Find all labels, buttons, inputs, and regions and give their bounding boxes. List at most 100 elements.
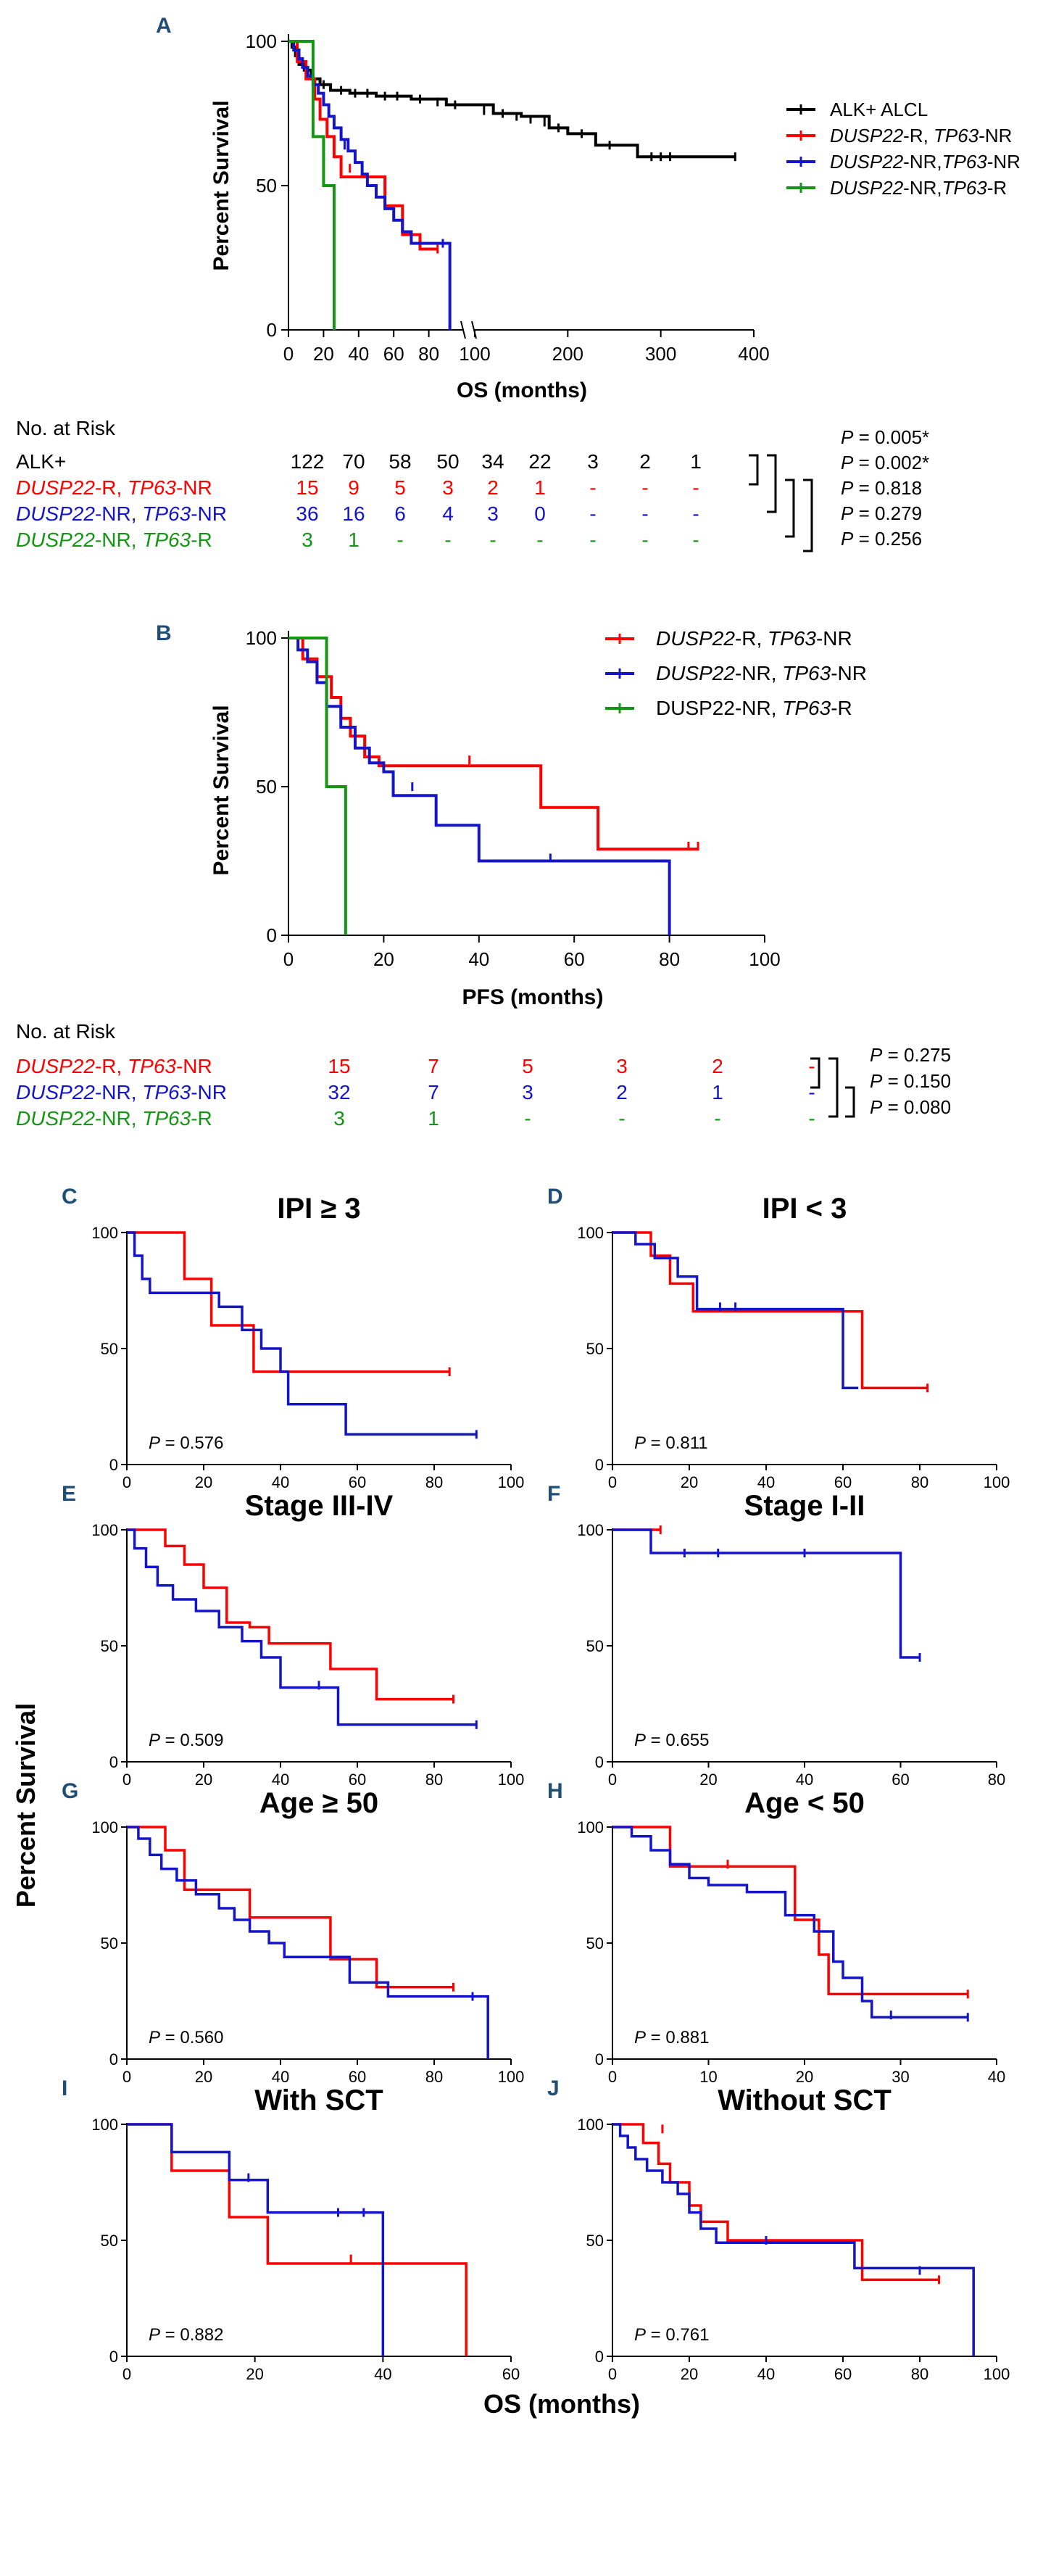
- risk-value: -: [444, 529, 451, 551]
- risk-value: -: [536, 529, 543, 551]
- risk-row-label: DUSP22-R, TP63-NR: [16, 1055, 212, 1077]
- label-part: -R,: [903, 125, 934, 146]
- p-value: P = 0.761: [634, 2325, 709, 2345]
- panel-letter: G: [62, 1779, 78, 1803]
- y-tick-label: 50: [586, 1340, 604, 1358]
- risk-value: 2: [616, 1081, 628, 1103]
- risk-value: 1: [348, 529, 360, 551]
- y-tick-label: 50: [256, 776, 277, 798]
- risk-value: 58: [388, 450, 411, 473]
- km-curve: [612, 1231, 859, 1390]
- p-value: P = 0.275: [870, 1044, 951, 1066]
- p-value: P = 0.655: [634, 1731, 709, 1750]
- label-part: P: [149, 1433, 160, 1453]
- comparison-bracket: [749, 454, 759, 486]
- label-part: -NR,: [903, 151, 942, 173]
- x-tick-label: 0: [283, 948, 294, 970]
- risk-value: 32: [328, 1081, 350, 1103]
- y-tick-label: 100: [91, 1818, 118, 1836]
- axis-break: [460, 320, 466, 339]
- risk-header: No. at Risk: [16, 417, 116, 439]
- p-value: P = 0.005*: [841, 426, 929, 448]
- panel-G: G Age ≥ 50 0 50 100 0 20 40 60 80 100 P = 0.560: [62, 1779, 524, 2086]
- p-value: P = 0.811: [634, 1433, 708, 1453]
- risk-value: -: [692, 529, 699, 551]
- label-part: -R,: [95, 476, 128, 499]
- panel-D: D IPI < 3 0 50 100 0 20 40 60 80 100 P = 0.811: [547, 1185, 1010, 1491]
- label-part: P: [870, 1096, 883, 1118]
- panel-C: C IPI ≥ 3 0 50 100 0 20 40 60 80 100 P = 0.576: [62, 1185, 524, 1491]
- risk-value: -: [489, 529, 496, 551]
- comparison-bracket: [845, 1086, 855, 1118]
- km-curve: [612, 1528, 920, 1659]
- x-tick-label: 0: [608, 2068, 617, 2086]
- x-tick-label: 40: [272, 1473, 289, 1491]
- label-part: = 0.002*: [853, 452, 929, 473]
- km-curve: [127, 1528, 454, 1701]
- x-tick-label: 60: [349, 1771, 366, 1789]
- x-tick-label: 80: [425, 2068, 443, 2086]
- y-tick-label: 50: [101, 1340, 118, 1358]
- label-part: P: [841, 502, 854, 524]
- risk-row-label: DUSP22-NR, TP63-NR: [16, 502, 227, 525]
- x-tick-label: 100: [498, 1771, 525, 1789]
- label-part: P: [841, 477, 854, 499]
- panel-letter: I: [62, 2076, 67, 2100]
- x-tick-label: 100: [459, 343, 490, 365]
- risk-value: 2: [639, 450, 651, 473]
- y-tick-label: 0: [109, 2050, 118, 2068]
- x-tick-label: 0: [608, 1473, 617, 1491]
- risk-value: 4: [442, 502, 454, 525]
- y-tick-label: 100: [577, 1224, 604, 1242]
- risk-value: 34: [481, 450, 504, 473]
- x-tick-label: 0: [608, 1771, 617, 1789]
- y-tick-label: 100: [91, 2116, 118, 2134]
- risk-value: -: [714, 1107, 720, 1130]
- p-value: P = 0.150: [870, 1070, 951, 1092]
- risk-value: -: [808, 1055, 815, 1077]
- label-part: -R: [987, 177, 1007, 199]
- label-part: = 0.655: [646, 1731, 709, 1750]
- label-part: P: [149, 2028, 160, 2047]
- x-tick-label: 20: [681, 1473, 698, 1491]
- panel-title: Age ≥ 50: [259, 1787, 378, 1819]
- label-part: TP63: [768, 627, 816, 650]
- panel-letter: H: [547, 1779, 563, 1803]
- label-part: TP63: [142, 502, 191, 525]
- label-part: DUSP22: [16, 476, 95, 499]
- x-tick-label: 20: [246, 2365, 263, 2383]
- panel-A: A Percent Survival 0 50 100 0 20 40 60 80 100 200 30…: [156, 14, 770, 402]
- label-part: -NR,: [903, 177, 942, 199]
- label-part: P: [149, 2325, 160, 2345]
- p-value: P = 0.818: [841, 477, 922, 499]
- panel-title: Stage III-IV: [245, 1490, 394, 1522]
- x-tick-label: 100: [749, 948, 780, 970]
- risk-row-label: DUSP22-R, TP63-NR: [16, 476, 212, 499]
- y-tick-label: 100: [246, 627, 277, 649]
- x-tick-label: 60: [892, 1771, 909, 1789]
- label-part: -NR: [191, 502, 227, 525]
- label-part: TP63: [142, 529, 191, 551]
- x-tick-label: 40: [374, 2365, 391, 2383]
- y-tick-label: 50: [586, 1637, 604, 1655]
- label-part: -NR,: [95, 529, 142, 551]
- panel-letter: F: [547, 1482, 560, 1506]
- y-tick-label: 100: [577, 1521, 604, 1539]
- panel-title: With SCT: [254, 2084, 383, 2116]
- y-axis-label: Percent Survival: [209, 100, 233, 270]
- km-curve: [127, 1826, 489, 2059]
- panel-letter: C: [62, 1185, 78, 1209]
- label-part: -R: [191, 529, 212, 551]
- y-tick-label: 100: [91, 1224, 118, 1242]
- comparison-bracket: [810, 1057, 820, 1089]
- risk-value: 22: [528, 450, 551, 473]
- x-tick-label: 60: [349, 1473, 366, 1491]
- risk-value: -: [808, 1107, 815, 1130]
- x-tick-label: 20: [195, 1771, 212, 1789]
- label-part: TP63: [782, 662, 831, 684]
- label-part: -NR: [987, 151, 1021, 173]
- risk-value: 50: [436, 450, 459, 473]
- y-tick-label: 0: [267, 319, 277, 341]
- label-part: -NR,: [95, 502, 142, 525]
- label-part: = 0.080: [882, 1096, 951, 1118]
